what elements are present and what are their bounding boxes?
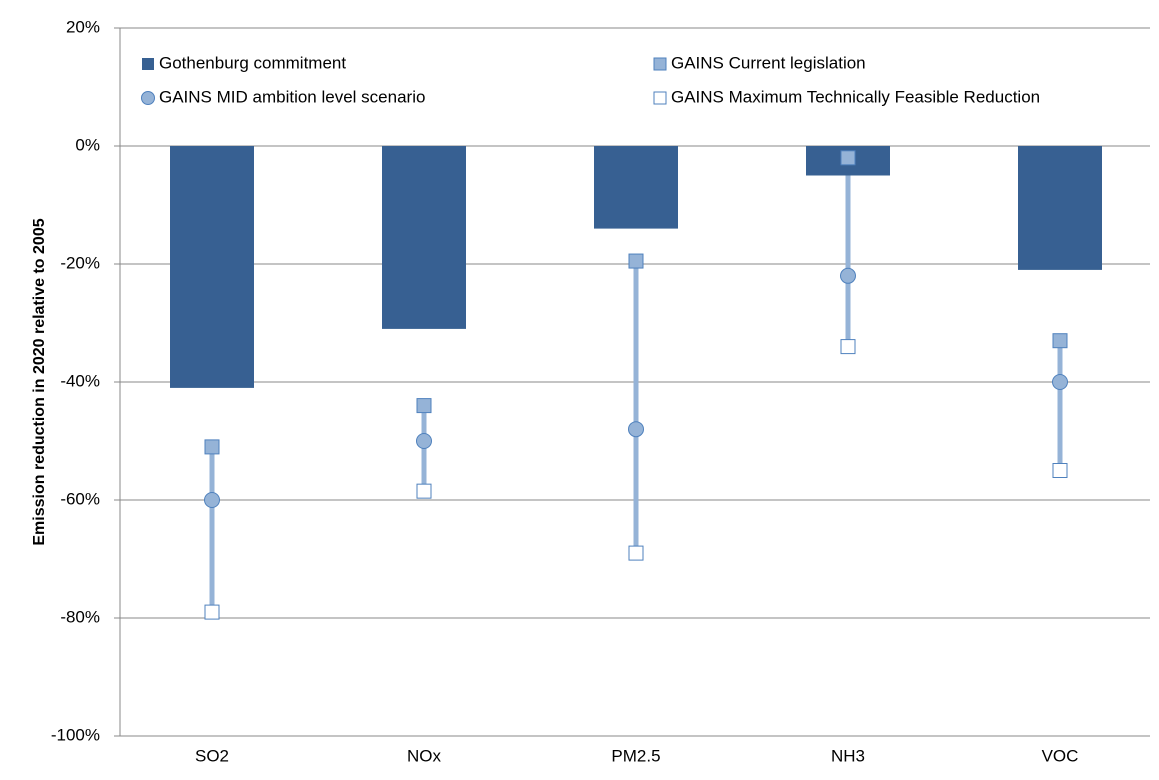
marker [840, 339, 856, 355]
marker [1052, 374, 1068, 390]
y-tick-label: -60% [60, 489, 100, 508]
x-tick-label: VOC [1042, 746, 1079, 765]
legend-label: GAINS Maximum Technically Feasible Reduc… [671, 87, 1040, 106]
y-tick-label: -20% [60, 253, 100, 272]
marker [416, 433, 432, 449]
marker [204, 604, 220, 620]
x-tick-label: PM2.5 [611, 746, 660, 765]
y-tick-label: -80% [60, 607, 100, 626]
marker [840, 267, 856, 284]
y-tick-label: -40% [60, 371, 100, 390]
legend-label: GAINS MID ambition level scenario [159, 87, 425, 106]
legend-swatch [142, 58, 154, 70]
marker [204, 492, 220, 508]
x-tick-label: SO2 [195, 746, 229, 765]
bar [382, 146, 466, 329]
marker [1052, 463, 1068, 478]
marker [840, 150, 856, 166]
marker [1052, 333, 1068, 349]
marker [204, 439, 220, 455]
bar [1018, 146, 1102, 270]
legend-swatch [653, 57, 667, 71]
y-tick-label: -100% [51, 725, 100, 744]
marker [416, 483, 432, 499]
marker [628, 545, 644, 561]
legend-swatch [653, 91, 667, 105]
legend-label: Gothenburg commitment [159, 53, 346, 72]
bar [594, 146, 678, 229]
marker [416, 398, 432, 414]
marker [628, 421, 644, 438]
y-tick-label: 0% [75, 135, 100, 154]
x-tick-label: NH3 [831, 746, 865, 765]
bar [170, 146, 254, 388]
y-tick-label: 20% [66, 17, 100, 36]
legend-swatch [141, 91, 155, 105]
legend-label: GAINS Current legislation [671, 53, 866, 72]
marker [628, 253, 644, 269]
x-tick-label: NOx [407, 746, 442, 765]
y-axis-label: Emission reduction in 2020 relative to 2… [31, 218, 48, 545]
